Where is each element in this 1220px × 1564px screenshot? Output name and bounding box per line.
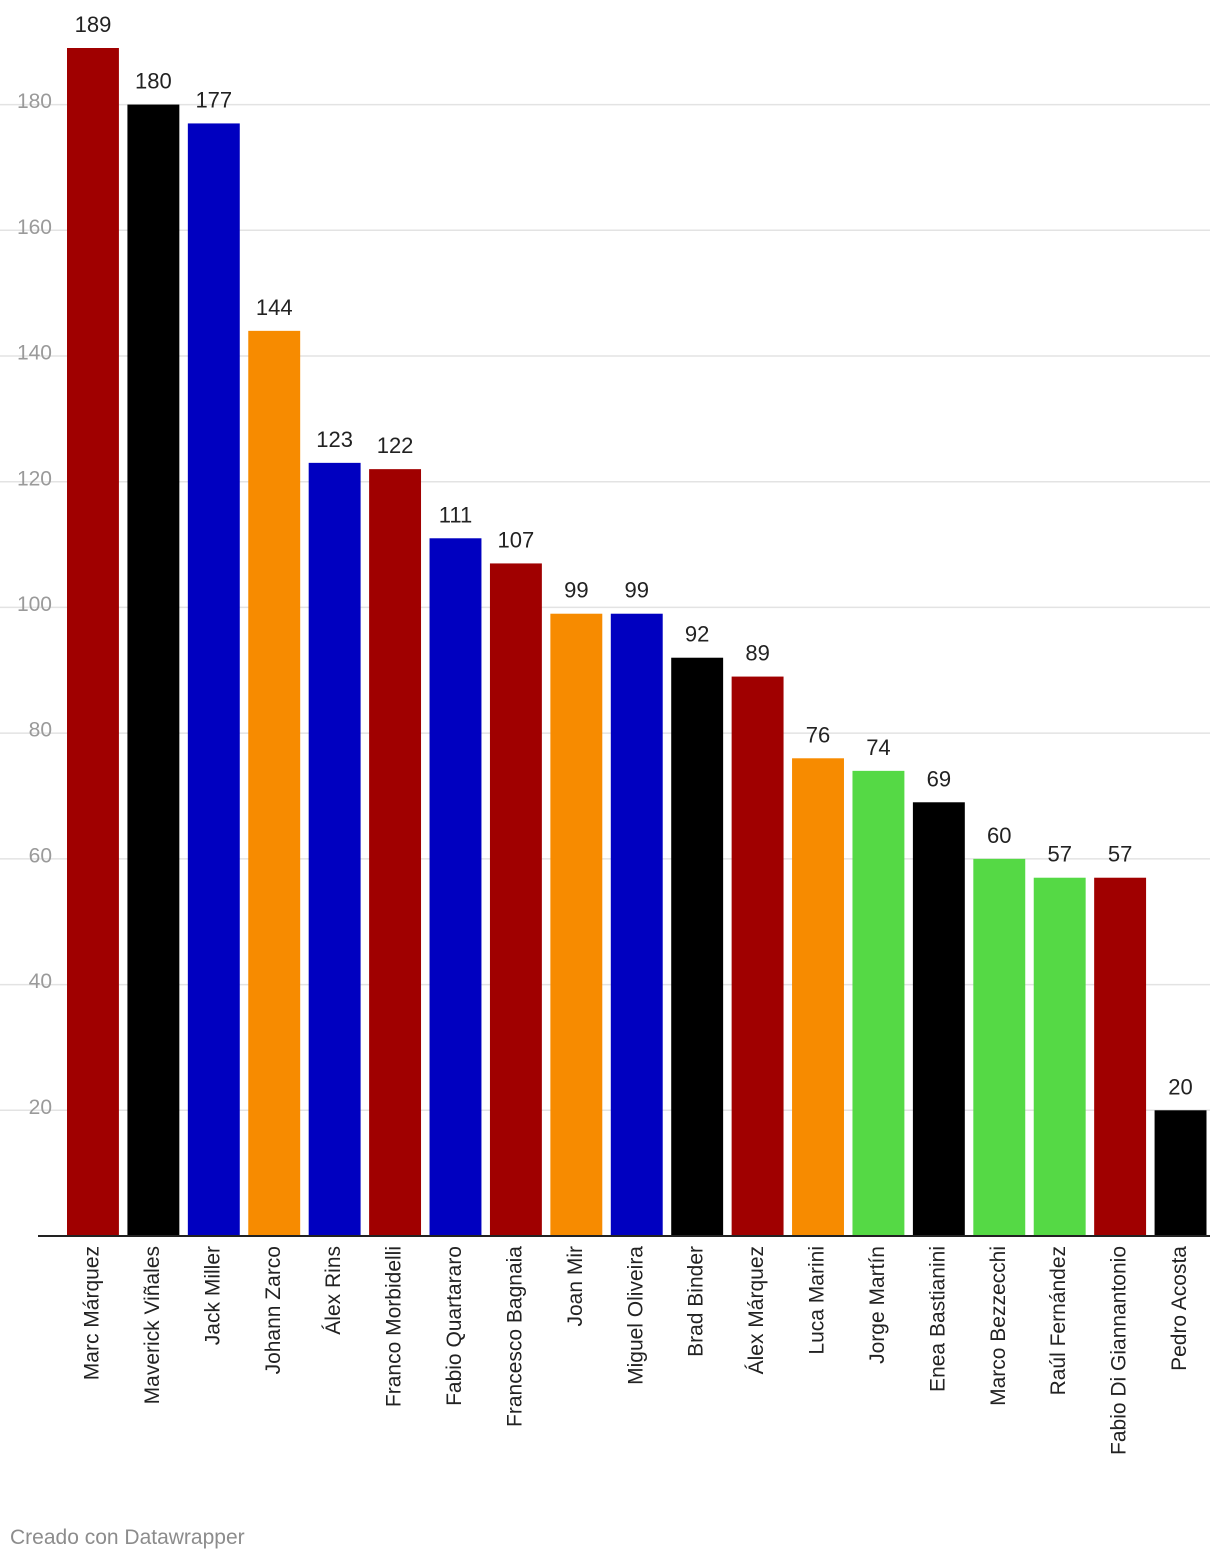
x-category-label: Luca Marini: [806, 1246, 829, 1355]
x-category-label: Enea Bastianini: [926, 1246, 949, 1392]
y-tick-label: 60: [29, 844, 52, 867]
bar-value-label: 122: [377, 433, 414, 458]
bar-value-label: 57: [1047, 842, 1071, 867]
bars: [67, 48, 1207, 1237]
x-category-label: Álex Rins: [322, 1246, 345, 1335]
x-category-label: Brad Binder: [685, 1246, 708, 1357]
value-labels: 189 180 177 144 123 122 111 107 99 99 92 89 76 74 69 60…: [75, 12, 1193, 1099]
x-category-label: Francesco Bagnaia: [503, 1246, 526, 1427]
bar: [973, 858, 1026, 1236]
bar: [731, 676, 784, 1236]
x-category-label: Fabio Quartararo: [443, 1246, 466, 1406]
bar-value-label: 76: [806, 722, 830, 747]
bar: [1033, 877, 1086, 1236]
x-category-label: Miguel Oliveira: [624, 1246, 647, 1385]
x-category-label: Marc Márquez: [81, 1246, 104, 1380]
bar-value-label: 180: [135, 69, 172, 94]
bar: [127, 104, 180, 1237]
bar: [610, 613, 663, 1236]
x-category-label: Raúl Fernández: [1047, 1246, 1070, 1395]
bar-value-label: 111: [439, 502, 472, 527]
x-category-label: Joan Mir: [564, 1246, 587, 1327]
bar: [550, 613, 603, 1236]
y-tick-label: 20: [29, 1096, 52, 1119]
bar-value-label: 189: [75, 12, 112, 37]
bar-value-label: 69: [927, 766, 951, 791]
y-tick-label: 80: [29, 719, 52, 742]
bar-value-label: 123: [316, 427, 353, 452]
bar-value-label: 144: [256, 295, 293, 320]
x-category-label: Jack Miller: [201, 1246, 224, 1345]
x-category-label: Marco Bezzecchi: [987, 1246, 1010, 1406]
bar-value-label: 20: [1168, 1074, 1192, 1099]
y-tick-label: 180: [17, 90, 52, 113]
bar: [187, 123, 240, 1236]
bar-value-label: 177: [195, 87, 232, 112]
bar: [308, 462, 361, 1236]
y-tick-label: 140: [17, 342, 52, 365]
bar: [429, 538, 482, 1236]
y-tick-label: 160: [17, 216, 52, 239]
x-category-label: Maverick Viñales: [141, 1246, 164, 1404]
bar: [1094, 877, 1147, 1236]
y-axis-ticks: 20 40 60 80 100 120 140 160 180: [17, 90, 52, 1119]
y-tick-label: 40: [29, 970, 52, 993]
bar: [248, 330, 301, 1236]
bar-value-label: 107: [498, 527, 535, 552]
x-category-label: Johann Zarco: [262, 1246, 285, 1374]
x-category-label: Fabio Di Giannantonio: [1108, 1246, 1131, 1455]
x-category-label: Pedro Acosta: [1168, 1246, 1191, 1371]
bar: [912, 802, 965, 1236]
x-axis-labels: Marc Márquez Maverick Viñales Jack Miller J…: [81, 1246, 1192, 1455]
y-tick-label: 100: [17, 593, 52, 616]
bar: [369, 469, 422, 1237]
bar: [671, 657, 724, 1236]
bar-value-label: 99: [625, 578, 649, 603]
bar: [792, 758, 844, 1236]
y-tick-label: 120: [17, 467, 52, 490]
footer-credit: Creado con Datawrapper: [10, 1526, 245, 1549]
bar-value-label: 92: [685, 622, 709, 647]
bar-value-label: 89: [745, 641, 769, 666]
bar-value-label: 60: [987, 823, 1011, 848]
x-category-label: Franco Morbidelli: [383, 1246, 406, 1407]
x-category-label: Jorge Martín: [866, 1246, 889, 1364]
bar: [67, 48, 119, 1236]
bar: [1154, 1110, 1207, 1236]
gridlines: [0, 103, 1210, 1112]
bar: [852, 770, 905, 1236]
bar-value-label: 99: [564, 578, 588, 603]
x-category-label: Álex Márquez: [745, 1246, 768, 1374]
bar: [489, 563, 542, 1236]
bar-value-label: 57: [1108, 842, 1132, 867]
bar-value-label: 74: [866, 735, 890, 760]
